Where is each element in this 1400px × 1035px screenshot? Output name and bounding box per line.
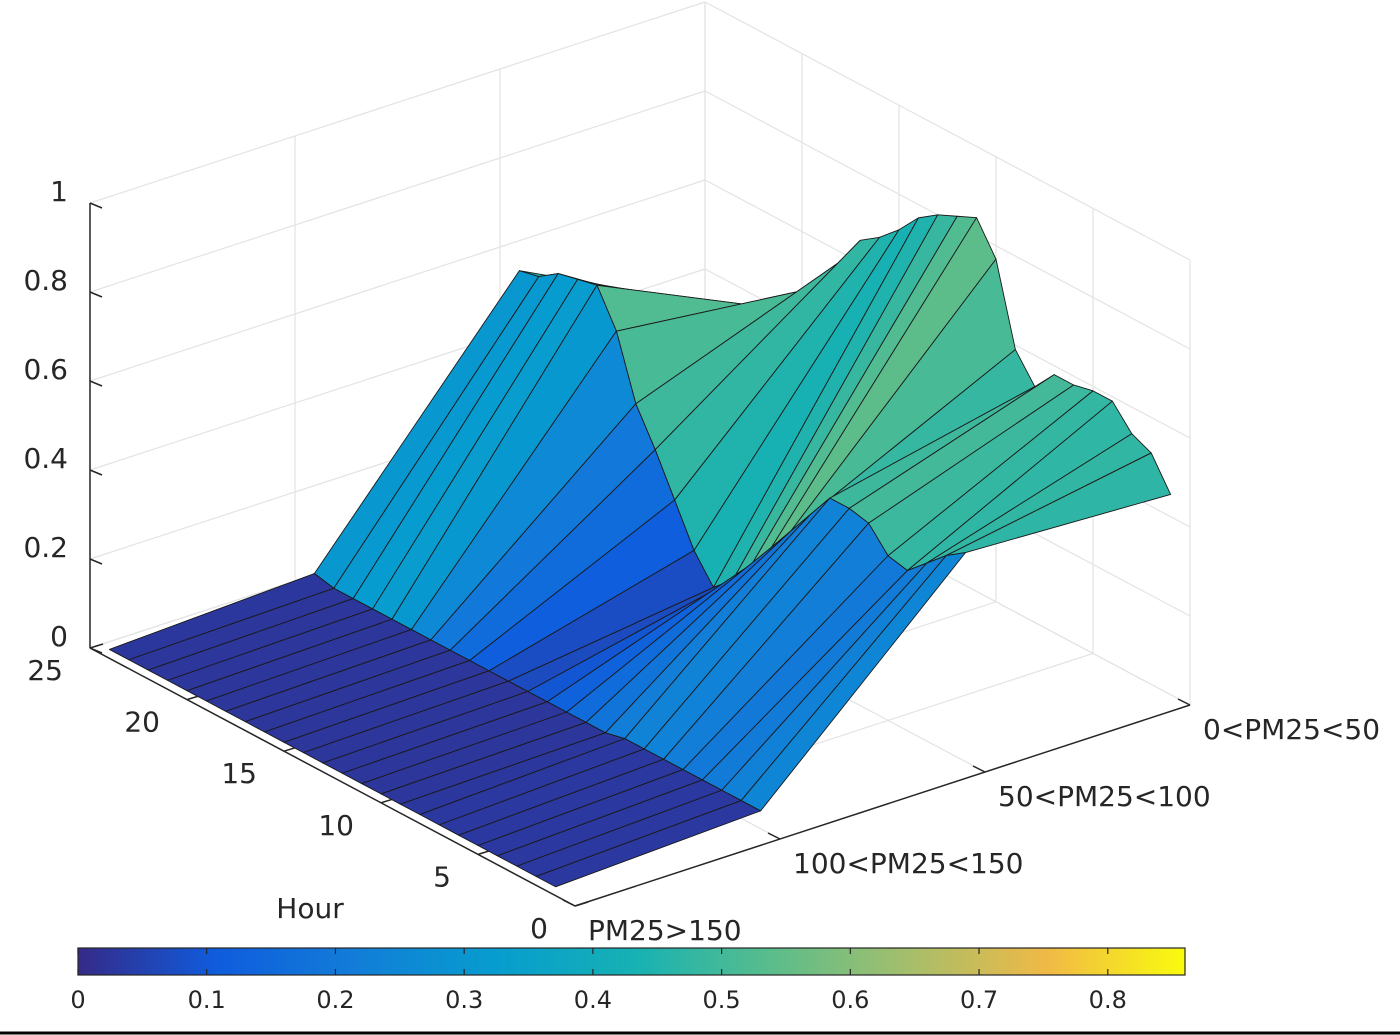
category-tick-label: 50<PM25<100 bbox=[998, 780, 1211, 813]
z-tick bbox=[89, 647, 103, 654]
x-tick bbox=[574, 901, 589, 907]
colorbar-tick-label: 0 bbox=[70, 986, 85, 1014]
z-grid-line bbox=[89, 1, 706, 204]
category-tick bbox=[972, 765, 986, 773]
colorbar-tick-label: 0.1 bbox=[188, 986, 226, 1014]
z-grid-line bbox=[89, 90, 706, 293]
z-tick bbox=[89, 558, 103, 565]
z-tick bbox=[89, 291, 103, 298]
z-tick-label: 1 bbox=[50, 175, 68, 208]
colorbar-tick-label: 0.7 bbox=[960, 986, 998, 1014]
colorbar-tick-label: 0.3 bbox=[445, 986, 483, 1014]
colorbar-tick-label: 0.4 bbox=[574, 986, 612, 1014]
surface bbox=[108, 214, 1172, 888]
z-tick-label: 0.6 bbox=[23, 353, 68, 386]
z-grid-line bbox=[89, 179, 706, 382]
category-tick bbox=[1177, 698, 1191, 706]
z-tick-label: 0.4 bbox=[23, 442, 68, 475]
category-tick-label: PM25>150 bbox=[588, 914, 742, 947]
x-tick-label: 10 bbox=[318, 809, 354, 842]
z-tick bbox=[89, 469, 103, 476]
x-tick-label: 5 bbox=[433, 860, 451, 893]
x-axis bbox=[89, 647, 576, 907]
x-tick-label: 25 bbox=[27, 654, 63, 687]
colorbar-tick-label: 0.5 bbox=[703, 986, 741, 1014]
z-tick bbox=[89, 202, 103, 209]
z-grid-line bbox=[704, 1, 1191, 261]
z-tick-label: 0.2 bbox=[23, 531, 68, 564]
category-tick bbox=[562, 899, 576, 907]
x-tick-label: 0 bbox=[530, 912, 548, 945]
z-tick-label: 0 bbox=[50, 620, 68, 653]
x-tick bbox=[89, 643, 104, 649]
colorbar-tick-label: 0.2 bbox=[316, 986, 354, 1014]
category-tick-label: 100<PM25<150 bbox=[793, 847, 1023, 880]
z-tick-label: 0.8 bbox=[23, 264, 68, 297]
colorbar-tick-label: 0.8 bbox=[1089, 986, 1127, 1014]
colorbar: 0 0.1 0.2 0.3 0.4 0.5 0.6 0.7 0.8 bbox=[70, 947, 1186, 1014]
x-axis-label: Hour bbox=[276, 892, 344, 925]
z-tick bbox=[89, 380, 103, 387]
axes: 00.20.40.60.810510152025PM25>150100<PM25… bbox=[23, 175, 1380, 947]
colorbar-gradient bbox=[77, 947, 1186, 976]
colorbar-tick-label: 0.6 bbox=[831, 986, 869, 1014]
category-tick bbox=[767, 832, 781, 840]
surface-face bbox=[535, 800, 762, 888]
category-axis bbox=[574, 704, 1191, 907]
x-tick-label: 20 bbox=[124, 706, 160, 739]
x-tick-label: 15 bbox=[221, 757, 257, 790]
category-tick-label: 0<PM25<50 bbox=[1203, 713, 1380, 746]
